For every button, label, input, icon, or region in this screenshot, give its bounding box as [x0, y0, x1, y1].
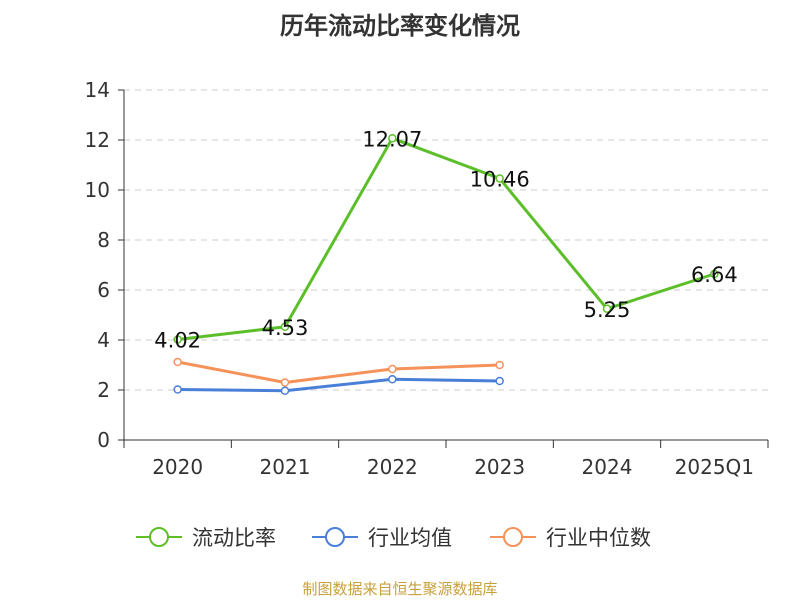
data-point: [602, 304, 612, 313]
data-label: 12.07: [362, 127, 422, 151]
x-tick-label: 2025Q1: [675, 455, 754, 479]
data-point: [495, 174, 504, 183]
x-tick-label: 2022: [367, 455, 418, 479]
y-tick-label: 8: [97, 228, 110, 252]
legend-label: 行业中位数: [546, 526, 651, 550]
legend-label: 流动比率: [192, 526, 276, 550]
data-point: [495, 376, 504, 386]
chart-title: 历年流动比率变化情况: [280, 12, 520, 40]
data-point: [388, 364, 397, 374]
series-line-1: [177, 136, 715, 341]
data-label: 5.25: [584, 298, 631, 322]
data-label: 4.53: [262, 316, 309, 340]
x-tick-label: 2023: [474, 455, 525, 479]
data-point: [710, 269, 719, 279]
x-tick-label: 2021: [260, 455, 311, 479]
y-tick-label: 10: [85, 178, 110, 202]
legend-marker: [149, 527, 169, 547]
data-point: [173, 357, 182, 367]
series-line-2: [177, 377, 500, 393]
y-tick-label: 12: [85, 128, 110, 152]
y-tick-label: 14: [85, 78, 110, 102]
data-point: [173, 385, 182, 394]
x-tick-label: 2020: [152, 455, 203, 479]
y-tick-label: 4: [97, 328, 110, 352]
data-point: [173, 335, 182, 344]
data-point: [388, 375, 397, 384]
legend-marker: [503, 527, 523, 547]
x-tick-label: 2024: [582, 455, 633, 479]
y-tick-label: 6: [97, 278, 110, 302]
legend-marker: [325, 527, 345, 547]
series-line-3: [177, 360, 500, 384]
y-tick-label: 0: [97, 428, 110, 452]
data-point: [280, 378, 290, 387]
data-label: 10.46: [470, 168, 530, 192]
data-point: [280, 322, 290, 331]
source-note: 制图数据来自恒生聚源数据库: [302, 580, 498, 598]
data-label: 4.02: [154, 329, 201, 353]
data-label: 6.64: [691, 263, 738, 287]
y-tick-label: 2: [97, 378, 110, 402]
legend-label: 行业均值: [368, 526, 452, 550]
data-point: [388, 134, 397, 143]
data-point: [280, 386, 290, 395]
data-point: [495, 360, 504, 370]
